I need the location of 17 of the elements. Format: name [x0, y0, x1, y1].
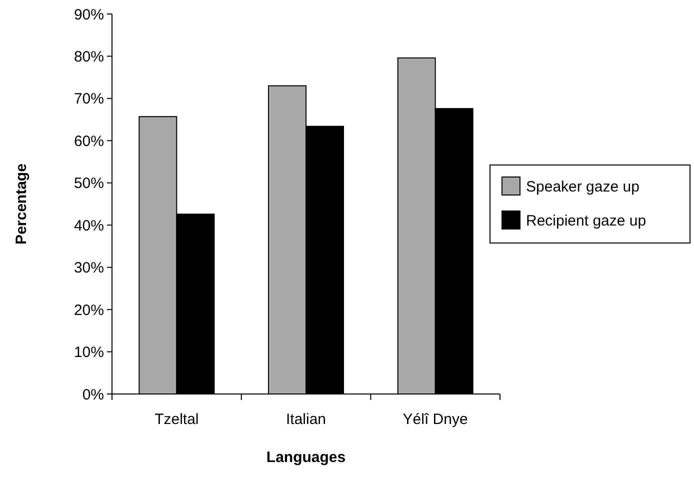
- y-tick-label: 30%: [74, 260, 104, 277]
- x-tick-label: Tzeltal: [154, 411, 199, 428]
- y-tick-label: 20%: [74, 302, 104, 319]
- legend-label: Recipient gaze up: [526, 212, 646, 230]
- x-axis-title: Languages: [266, 449, 346, 466]
- y-tick-label: 70%: [74, 90, 104, 108]
- y-tick-label: 40%: [74, 217, 104, 234]
- y-axis-title: Percentage: [13, 164, 30, 244]
- y-tick-label: 60%: [74, 132, 104, 150]
- y-tick-label: 10%: [74, 344, 104, 362]
- y-tick-label: 80%: [74, 48, 104, 66]
- y-tick-label: 90%: [74, 6, 104, 24]
- y-tick-label: 50%: [74, 175, 104, 192]
- x-tick-label: Yélî Dnye: [402, 411, 468, 428]
- y-tick-label: 0%: [82, 386, 104, 404]
- x-tick-label: Italian: [286, 411, 326, 428]
- legend-label: Speaker gaze up: [526, 178, 640, 196]
